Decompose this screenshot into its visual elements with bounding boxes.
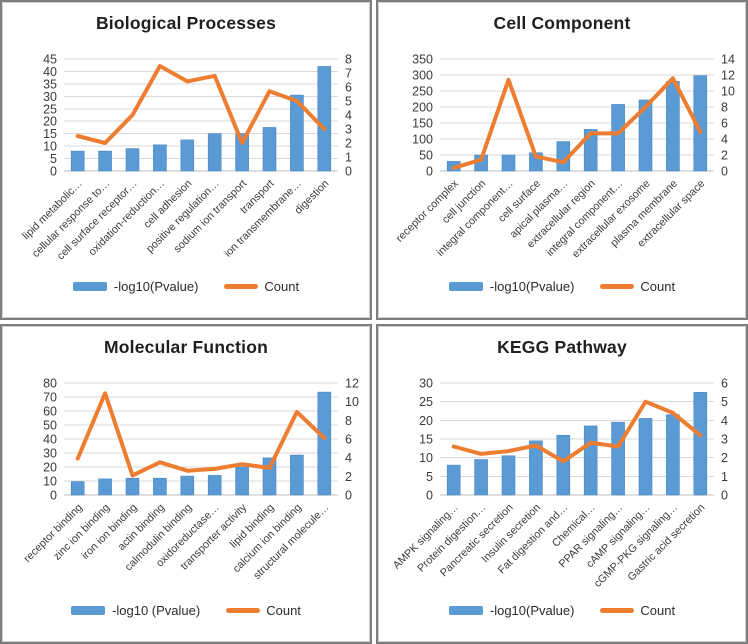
svg-text:70: 70 (43, 391, 57, 405)
svg-text:300: 300 (412, 69, 433, 83)
svg-text:1: 1 (345, 151, 352, 165)
svg-text:12: 12 (345, 377, 359, 391)
bar-series-label: -log10(Pvalue) (113, 279, 199, 294)
svg-text:40: 40 (43, 433, 57, 447)
svg-text:6: 6 (345, 433, 352, 447)
svg-text:20: 20 (43, 115, 57, 129)
svg-text:10: 10 (721, 85, 735, 99)
svg-text:3: 3 (721, 433, 728, 447)
chart-title: Molecular Function (103, 337, 269, 357)
svg-text:4: 4 (345, 109, 352, 123)
svg-text:5: 5 (345, 95, 352, 109)
svg-text:30: 30 (43, 90, 57, 104)
svg-text:2: 2 (345, 137, 352, 151)
svg-text:0: 0 (426, 489, 433, 503)
svg-text:0: 0 (50, 165, 57, 179)
svg-text:10: 10 (43, 140, 57, 154)
svg-text:0: 0 (426, 165, 433, 179)
line-series-label: Count (640, 279, 676, 294)
line-series-swatch (600, 284, 635, 289)
svg-text:0: 0 (721, 489, 728, 503)
svg-text:100: 100 (412, 133, 433, 147)
svg-text:30: 30 (419, 377, 433, 391)
svg-text:10: 10 (345, 395, 359, 409)
svg-text:8: 8 (721, 101, 728, 115)
line-series-label: Count (266, 603, 301, 618)
svg-text:4: 4 (721, 414, 728, 428)
svg-text:15: 15 (43, 127, 57, 141)
svg-text:6: 6 (721, 377, 728, 391)
svg-text:2: 2 (345, 470, 352, 484)
chart-legend: -log10(Pvalue) Count (72, 279, 300, 294)
svg-text:0: 0 (345, 489, 352, 503)
panel-kegg-pathway: KEGG Pathway 0 5 10 15 20 25 30 0 1 2 3 4 5 6 AMPK sig… (376, 324, 748, 644)
svg-text:25: 25 (43, 102, 57, 116)
svg-text:15: 15 (419, 433, 433, 447)
svg-text:250: 250 (412, 85, 433, 99)
panel-molecular-function: Molecular Function 0 10 20 30 40 50 60 70 80 0 2 4 6… (0, 324, 372, 644)
svg-text:0: 0 (721, 165, 728, 179)
svg-text:0: 0 (345, 165, 352, 179)
svg-text:50: 50 (419, 149, 433, 163)
line-series-label: Count (640, 603, 676, 618)
chart-title: Biological Processes (95, 13, 277, 33)
svg-text:14: 14 (721, 53, 735, 67)
svg-text:45: 45 (43, 53, 57, 67)
svg-text:200: 200 (412, 101, 433, 115)
line-series-swatch (224, 284, 259, 289)
svg-text:5: 5 (721, 395, 728, 409)
chart-title: KEGG Pathway (497, 337, 627, 357)
bar-series-swatch (448, 606, 483, 615)
bar-series-label: -log10(Pvalue) (489, 603, 575, 618)
svg-text:10: 10 (43, 475, 57, 489)
svg-text:2: 2 (721, 149, 728, 163)
svg-text:5: 5 (50, 152, 57, 166)
bar-series-swatch (72, 282, 107, 291)
line-series-swatch (226, 608, 261, 613)
svg-text:20: 20 (419, 414, 433, 428)
bar-series-label: -log10(Pvalue) (489, 279, 575, 294)
chart-title: Cell Component (493, 13, 631, 33)
bar-series-swatch (71, 606, 106, 615)
svg-text:10: 10 (419, 451, 433, 465)
svg-text:12: 12 (721, 69, 735, 83)
svg-text:6: 6 (345, 81, 352, 95)
chart-legend: -log10(Pvalue) Count (448, 279, 676, 294)
svg-text:40: 40 (43, 65, 57, 79)
svg-text:4: 4 (345, 451, 352, 465)
panel-cell-component: Cell Component 0 50 100 150 200 250 300 350 0 2 4 6… (376, 0, 748, 320)
svg-text:3: 3 (345, 123, 352, 137)
line-series-swatch (600, 608, 635, 613)
cell-component-chart: 05010015020025030035002468101214receptor… (394, 53, 735, 261)
svg-text:50: 50 (43, 419, 57, 433)
svg-text:35: 35 (43, 77, 57, 91)
svg-text:80: 80 (43, 377, 57, 391)
bar-series-label: -log10 (Pvalue) (112, 603, 201, 618)
svg-text:60: 60 (43, 405, 57, 419)
svg-text:7: 7 (345, 67, 352, 81)
svg-text:2: 2 (721, 451, 728, 465)
svg-text:350: 350 (412, 53, 433, 67)
svg-text:8: 8 (345, 414, 352, 428)
svg-text:30: 30 (43, 447, 57, 461)
bar-series-swatch (448, 282, 483, 291)
svg-text:6: 6 (721, 117, 728, 131)
svg-text:25: 25 (419, 395, 433, 409)
svg-text:5: 5 (426, 470, 433, 484)
line-series-label: Count (264, 279, 300, 294)
svg-text:0: 0 (50, 489, 57, 503)
svg-text:1: 1 (721, 470, 728, 484)
svg-text:150: 150 (412, 117, 433, 131)
svg-text:20: 20 (43, 461, 57, 475)
chart-legend: -log10 (Pvalue) Count (71, 603, 301, 618)
svg-text:8: 8 (345, 53, 352, 67)
panel-biological-processes: Biological Processes 0 5 10 15 20 25 30 35 40 45 0… (0, 0, 372, 320)
chart-legend: -log10(Pvalue) Count (448, 603, 676, 618)
svg-text:4: 4 (721, 133, 728, 147)
